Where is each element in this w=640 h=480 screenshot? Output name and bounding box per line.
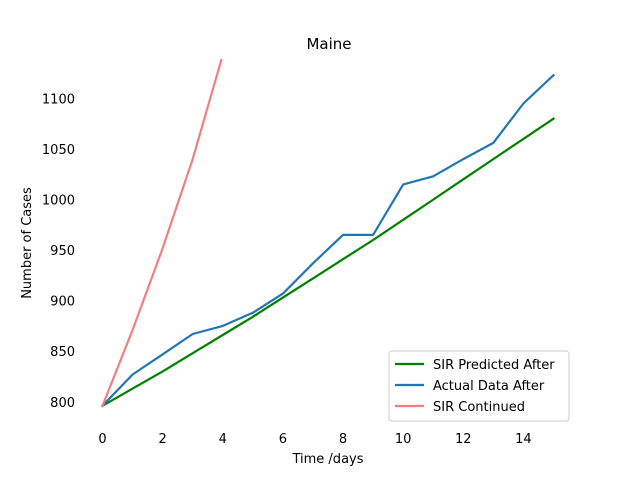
x-tick-label: 6 — [279, 432, 287, 447]
x-tick-label: 12 — [455, 432, 472, 447]
y-tick-label: 1000 — [42, 194, 75, 209]
x-tick-label: 10 — [395, 432, 412, 447]
x-tick-label: 0 — [98, 432, 106, 447]
y-tick-label: 1100 — [42, 92, 75, 107]
series-layer — [100, 58, 556, 408]
y-axis-ticks: 800 850 900 950 1000 1050 1100 — [42, 92, 75, 410]
y-tick-label: 850 — [50, 345, 75, 360]
legend: SIR Predicted After Actual Data After SIR … — [388, 350, 570, 422]
y-axis-label: Number of Cases — [20, 187, 35, 299]
x-axis-ticks: 0 2 4 6 8 10 12 14 — [98, 432, 531, 447]
series-line-1 — [100, 117, 556, 408]
y-tick-label: 900 — [50, 295, 75, 310]
legend-label: Actual Data After — [433, 379, 545, 394]
x-axis-label: Time /days — [291, 452, 363, 467]
y-tick-label: 950 — [50, 244, 75, 259]
x-tick-label: 8 — [339, 432, 347, 447]
series-line-3 — [101, 58, 223, 408]
legend-label: SIR Predicted After — [433, 358, 555, 373]
legend-box — [388, 350, 570, 422]
series-line-2 — [100, 73, 556, 408]
x-tick-label: 2 — [159, 432, 167, 447]
x-tick-label: 14 — [515, 432, 532, 447]
legend-label: SIR Continued — [433, 400, 525, 415]
y-tick-label: 1050 — [42, 143, 75, 158]
x-tick-label: 4 — [219, 432, 227, 447]
chart-title: Maine — [306, 35, 351, 53]
y-tick-label: 800 — [50, 396, 75, 411]
